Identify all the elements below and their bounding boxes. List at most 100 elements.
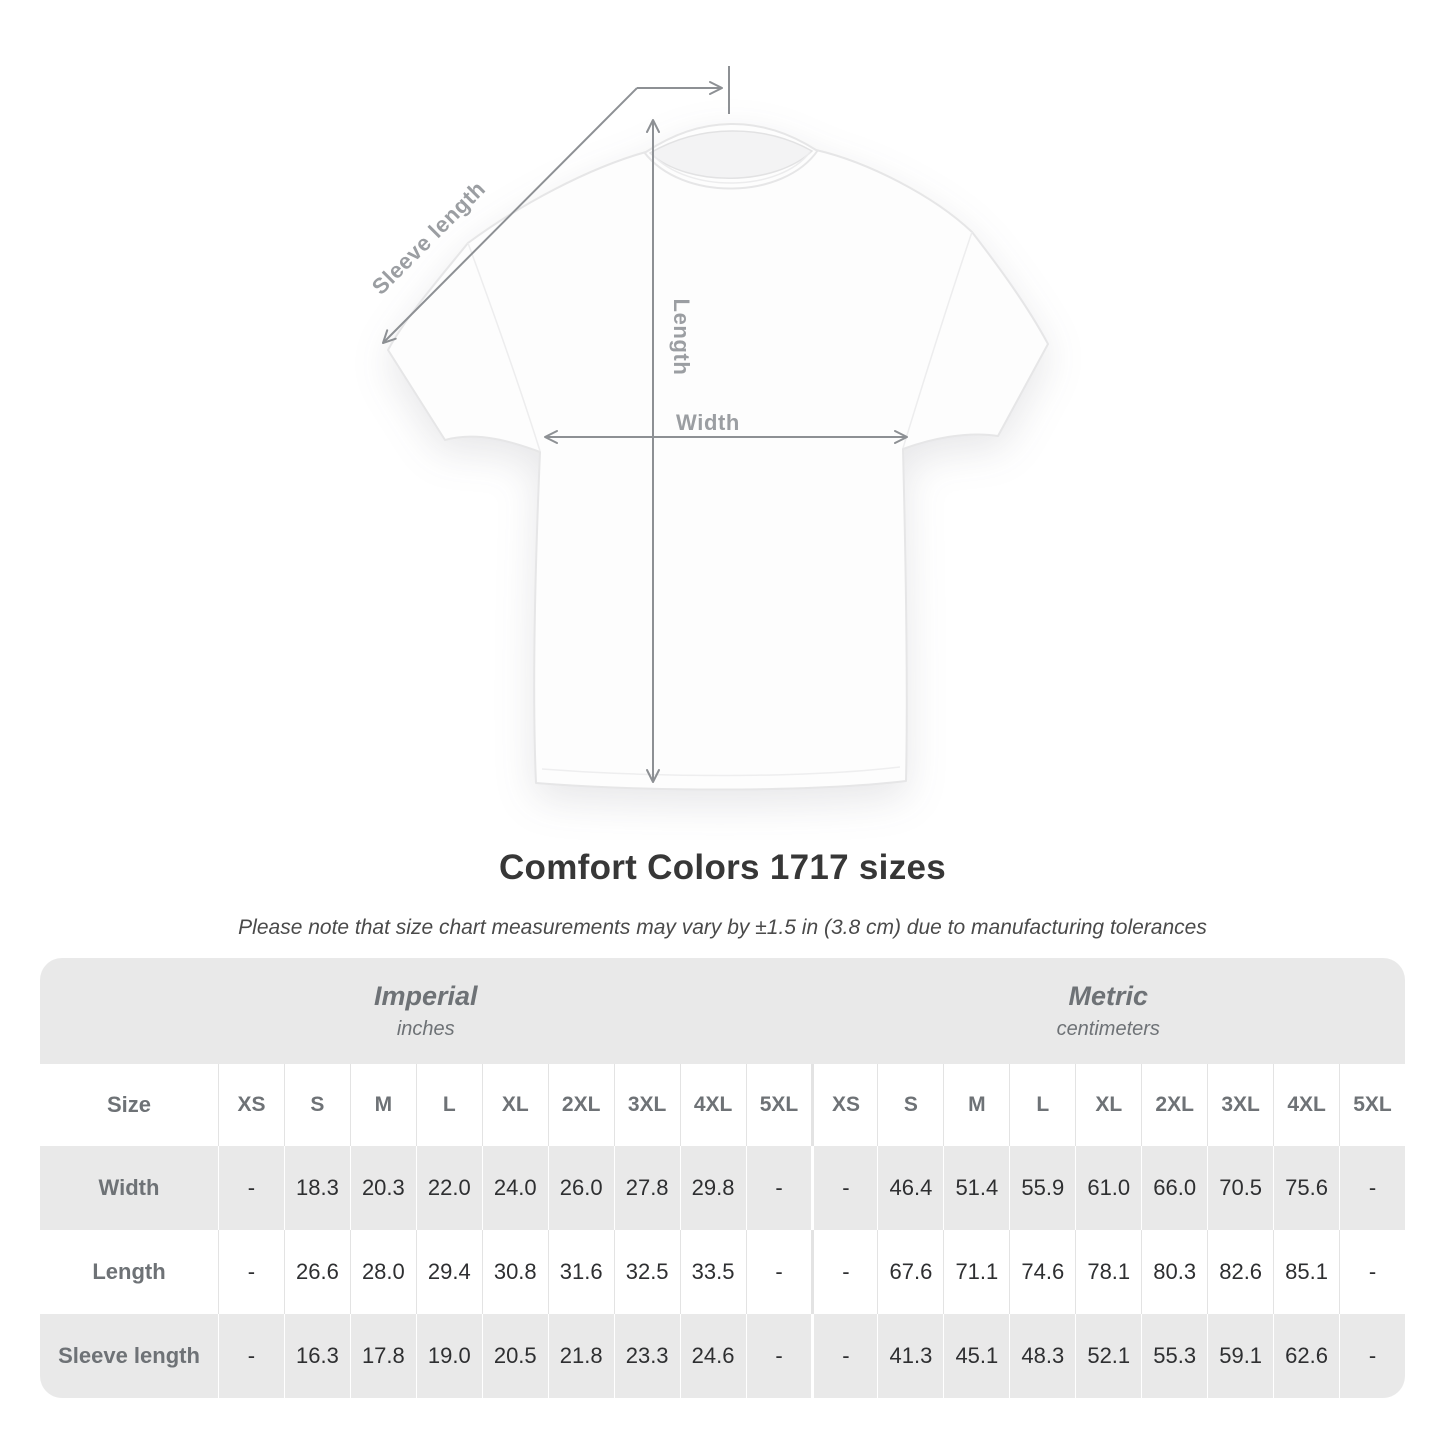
- sleeve-dimension-diagonal: [382, 87, 638, 344]
- size-header-metric-2xl: 2XL: [1141, 1064, 1207, 1146]
- tshirt-graphic: [387, 123, 1049, 791]
- size-column-header: Size: [106, 1092, 152, 1117]
- table-cell: 26.6: [283, 1230, 350, 1314]
- table-cell: -: [811, 1146, 877, 1230]
- table-cell: 52.1: [1075, 1314, 1141, 1398]
- table-cell: 26.0: [547, 1146, 614, 1230]
- size-header-metric-4xl: 4XL: [1273, 1064, 1339, 1146]
- size-header-metric-s: S: [877, 1064, 943, 1146]
- size-header-metric-m: M: [943, 1064, 1009, 1146]
- size-header-imperial-5xl: 5XL: [745, 1064, 812, 1146]
- table-cell: -: [745, 1146, 812, 1230]
- length-label: Length: [669, 298, 694, 376]
- hem-stitch: [541, 766, 901, 777]
- size-header-imperial-3xl: 3XL: [613, 1064, 680, 1146]
- table-cell: -: [1339, 1314, 1405, 1398]
- table-cell: -: [811, 1314, 877, 1398]
- tshirt-measurement-diagram: Sleeve length Length Width: [367, 66, 1049, 791]
- tolerance-note: Please note that size chart measurements…: [238, 916, 1207, 939]
- right-sleeve-seam: [902, 231, 973, 449]
- table-cell: 45.1: [943, 1314, 1009, 1398]
- table-cell: 61.0: [1075, 1146, 1141, 1230]
- table-cell: 78.1: [1075, 1230, 1141, 1314]
- table-cell: 20.3: [349, 1146, 416, 1230]
- table-cell: 28.0: [349, 1230, 416, 1314]
- size-header-metric-xl: XL: [1075, 1064, 1141, 1146]
- left-sleeve-seam: [467, 242, 541, 452]
- table-cell: 55.9: [1009, 1146, 1075, 1230]
- table-cell: 24.0: [481, 1146, 548, 1230]
- table-cell: 27.8: [613, 1146, 680, 1230]
- table-cell: -: [745, 1230, 812, 1314]
- size-header-imperial-2xl: 2XL: [547, 1064, 614, 1146]
- table-cell: 19.0: [415, 1314, 482, 1398]
- row-label: Width: [98, 1175, 160, 1200]
- table-cell: 67.6: [877, 1230, 943, 1314]
- table-header-row: Size XS S M L XL 2XL 3XL 4XL 5XL XS S M …: [40, 1064, 1405, 1146]
- table-row-sleeve-length: Sleeve length -16.3 17.8 19.0 20.5 21.8 23.3 24…: [40, 1314, 1405, 1398]
- table-cell: 24.6: [679, 1314, 746, 1398]
- collar-opening: [648, 130, 814, 179]
- table-cell: 55.3: [1141, 1314, 1207, 1398]
- table-cell: 16.3: [283, 1314, 350, 1398]
- table-cell: 22.0: [415, 1146, 482, 1230]
- width-label: Width: [676, 410, 740, 435]
- table-cell: 18.3: [283, 1146, 350, 1230]
- unit-group-header: Imperial inches Metric centimeters: [40, 958, 1405, 1064]
- table-cell: 75.6: [1273, 1146, 1339, 1230]
- dimension-lines: [382, 66, 908, 783]
- table-cell: 71.1: [943, 1230, 1009, 1314]
- table-cell: -: [218, 1146, 284, 1230]
- metric-group-unit: centimeters: [1056, 1018, 1160, 1040]
- collar-ribbing-inner: [651, 151, 811, 184]
- size-header-imperial-xl: XL: [481, 1064, 548, 1146]
- size-header-imperial-s: S: [283, 1064, 350, 1146]
- table-cell: 48.3: [1009, 1314, 1075, 1398]
- table-cell: -: [1339, 1230, 1405, 1314]
- size-header-imperial-l: L: [415, 1064, 482, 1146]
- size-header-metric-l: L: [1009, 1064, 1075, 1146]
- table-cell: 20.5: [481, 1314, 548, 1398]
- table-cell: 74.6: [1009, 1230, 1075, 1314]
- size-header-imperial-4xl: 4XL: [679, 1064, 746, 1146]
- size-table: Imperial inches Metric centimeters Size …: [40, 958, 1405, 1398]
- imperial-group-title: Imperial: [373, 981, 478, 1011]
- table-cell: 17.8: [349, 1314, 416, 1398]
- table-cell: 31.6: [547, 1230, 614, 1314]
- tshirt-diagram-svg: [382, 66, 1049, 791]
- metric-group-header: Metric centimeters: [812, 958, 1406, 1064]
- table-cell: 41.3: [877, 1314, 943, 1398]
- table-row-length: Length -26.6 28.0 29.4 30.8 31.6 32.5 33.5- -67.…: [40, 1230, 1405, 1314]
- table-cell: 29.8: [679, 1146, 746, 1230]
- table-cell: 33.5: [679, 1230, 746, 1314]
- table-row-width: Width -18.3 20.3 22.0 24.0 26.0 27.8 29.8- -46.4…: [40, 1146, 1405, 1230]
- page-title: Comfort Colors 1717 sizes: [498, 848, 947, 887]
- table-cell: -: [1339, 1146, 1405, 1230]
- imperial-group-unit: inches: [396, 1018, 455, 1040]
- size-table-body: Width -18.3 20.3 22.0 24.0 26.0 27.8 29.8- -46.4…: [40, 1146, 1405, 1398]
- table-cell: 30.8: [481, 1230, 548, 1314]
- table-cell: 51.4: [943, 1146, 1009, 1230]
- size-header-metric-xs: XS: [811, 1064, 877, 1146]
- metric-group-title: Metric: [1068, 981, 1149, 1011]
- table-cell: -: [811, 1230, 877, 1314]
- table-cell: 85.1: [1273, 1230, 1339, 1314]
- table-cell: -: [218, 1230, 284, 1314]
- collar-ribbing-outer: [643, 149, 819, 190]
- table-cell: 59.1: [1207, 1314, 1273, 1398]
- table-cell: 82.6: [1207, 1230, 1273, 1314]
- table-cell: 21.8: [547, 1314, 614, 1398]
- tshirt-outline: [387, 123, 1049, 791]
- size-header-metric-3xl: 3XL: [1207, 1064, 1273, 1146]
- row-label: Length: [92, 1259, 166, 1284]
- table-cell: 66.0: [1141, 1146, 1207, 1230]
- table-cell: 32.5: [613, 1230, 680, 1314]
- table-cell: 80.3: [1141, 1230, 1207, 1314]
- table-cell: -: [218, 1314, 284, 1398]
- table-cell: 46.4: [877, 1146, 943, 1230]
- table-cell: 29.4: [415, 1230, 482, 1314]
- table-cell: 62.6: [1273, 1314, 1339, 1398]
- table-cell: 70.5: [1207, 1146, 1273, 1230]
- size-header-imperial-xs: XS: [218, 1064, 284, 1146]
